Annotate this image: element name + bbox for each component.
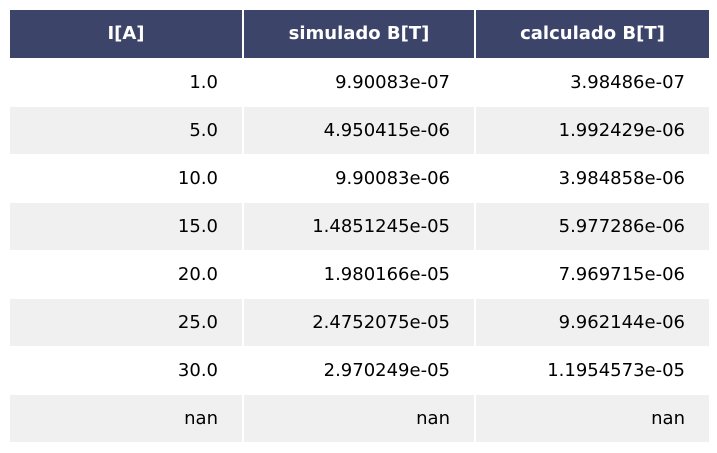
cell-current: 25.0	[10, 298, 244, 347]
table-row: 30.0 2.970249e-05 1.1954573e-05	[10, 346, 709, 395]
table-body: 1.0 9.90083e-07 3.98486e-07 5.0 4.950415…	[10, 58, 709, 443]
cell-calculated-field: 3.984858e-06	[475, 154, 709, 203]
cell-calculated-field: 1.1954573e-05	[475, 346, 709, 395]
table-row: 5.0 4.950415e-06 1.992429e-06	[10, 106, 709, 155]
column-header-simulated-field: simulado B[T]	[243, 10, 476, 59]
cell-calculated-field: 7.969715e-06	[475, 250, 709, 299]
table-row: 10.0 9.90083e-06 3.984858e-06	[10, 154, 709, 203]
cell-current: 20.0	[10, 250, 244, 299]
cell-calculated-field: 3.98486e-07	[475, 58, 709, 107]
cell-current: 15.0	[10, 202, 244, 251]
column-header-calculated-field: calculado B[T]	[475, 10, 709, 59]
cell-current: 30.0	[10, 346, 244, 395]
cell-simulated-field: 1.4851245e-05	[243, 202, 476, 251]
cell-simulated-field: nan	[243, 394, 476, 443]
cell-simulated-field: 2.4752075e-05	[243, 298, 476, 347]
data-table: I[A] simulado B[T] calculado B[T] 1.0 9.…	[10, 10, 709, 443]
cell-current: 5.0	[10, 106, 244, 155]
cell-calculated-field: 5.977286e-06	[475, 202, 709, 251]
cell-simulated-field: 2.970249e-05	[243, 346, 476, 395]
table-row: nan nan nan	[10, 394, 709, 443]
table-row: 20.0 1.980166e-05 7.969715e-06	[10, 250, 709, 299]
cell-simulated-field: 4.950415e-06	[243, 106, 476, 155]
cell-current: nan	[10, 394, 244, 443]
cell-calculated-field: 1.992429e-06	[475, 106, 709, 155]
cell-current: 1.0	[10, 58, 244, 107]
cell-calculated-field: 9.962144e-06	[475, 298, 709, 347]
table-row: 15.0 1.4851245e-05 5.977286e-06	[10, 202, 709, 251]
header-row: I[A] simulado B[T] calculado B[T]	[10, 10, 709, 59]
cell-simulated-field: 9.90083e-07	[243, 58, 476, 107]
cell-simulated-field: 9.90083e-06	[243, 154, 476, 203]
table-row: 25.0 2.4752075e-05 9.962144e-06	[10, 298, 709, 347]
cell-simulated-field: 1.980166e-05	[243, 250, 476, 299]
cell-calculated-field: nan	[475, 394, 709, 443]
cell-current: 10.0	[10, 154, 244, 203]
table-row: 1.0 9.90083e-07 3.98486e-07	[10, 58, 709, 107]
column-header-current: I[A]	[10, 10, 244, 59]
